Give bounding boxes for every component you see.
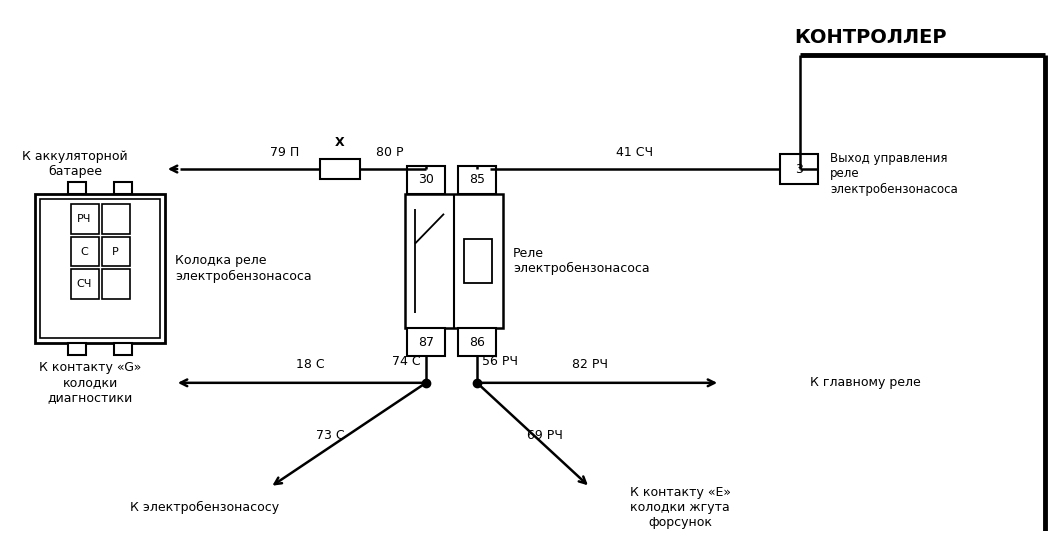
- Bar: [101, 270, 130, 299]
- Bar: [68, 343, 86, 355]
- Text: СЧ: СЧ: [77, 279, 92, 289]
- Text: 73 С: 73 С: [316, 429, 345, 442]
- Text: К главному реле: К главному реле: [810, 376, 921, 389]
- Text: 86: 86: [469, 335, 485, 349]
- Text: К контакту «Е»
колодки жгута
форсунок: К контакту «Е» колодки жгута форсунок: [630, 485, 730, 529]
- Text: 87: 87: [418, 335, 434, 349]
- Text: 56 РЧ: 56 РЧ: [482, 355, 518, 368]
- Bar: [320, 159, 360, 179]
- Text: Колодка реле
электробензонасоса: Колодка реле электробензонасоса: [175, 254, 312, 282]
- Bar: [458, 328, 496, 356]
- Text: 69 РЧ: 69 РЧ: [527, 429, 563, 442]
- Bar: [101, 204, 130, 234]
- Bar: [71, 237, 98, 266]
- Text: 79 П: 79 П: [271, 146, 299, 159]
- Text: С: С: [80, 247, 89, 256]
- Text: 74 С: 74 С: [392, 355, 421, 368]
- Text: К контакту «G»
колодки
диагностики: К контакту «G» колодки диагностики: [39, 362, 142, 404]
- Text: 80 Р: 80 Р: [376, 146, 404, 159]
- Text: X: X: [335, 136, 345, 149]
- Bar: [114, 343, 132, 355]
- Bar: [40, 199, 160, 338]
- Bar: [407, 328, 445, 356]
- Text: Выход управления
реле
электробензонасоса: Выход управления реле электробензонасоса: [830, 152, 958, 195]
- Bar: [68, 182, 86, 194]
- Bar: [35, 194, 165, 343]
- Bar: [71, 204, 98, 234]
- Text: 41 СЧ: 41 СЧ: [616, 146, 653, 159]
- Bar: [407, 166, 445, 194]
- Text: 30: 30: [419, 174, 434, 186]
- Bar: [780, 154, 818, 184]
- Bar: [101, 237, 130, 266]
- Text: Реле
электробензонасоса: Реле электробензонасоса: [513, 247, 650, 275]
- Text: К электробензонасосу: К электробензонасосу: [130, 500, 279, 514]
- Text: РЧ: РЧ: [77, 214, 92, 224]
- Text: К аккуляторной
батарее: К аккуляторной батарее: [22, 150, 128, 178]
- Bar: [71, 270, 98, 299]
- Text: 18 С: 18 С: [296, 358, 324, 371]
- Bar: [464, 239, 492, 283]
- Bar: [405, 194, 503, 328]
- Text: Р: Р: [112, 247, 118, 256]
- Text: 82 РЧ: 82 РЧ: [572, 358, 608, 371]
- Text: 3: 3: [795, 162, 803, 176]
- Bar: [458, 166, 496, 194]
- Text: 85: 85: [469, 174, 485, 186]
- Text: КОНТРОЛЛЕР: КОНТРОЛЛЕР: [794, 28, 946, 48]
- Bar: [114, 182, 132, 194]
